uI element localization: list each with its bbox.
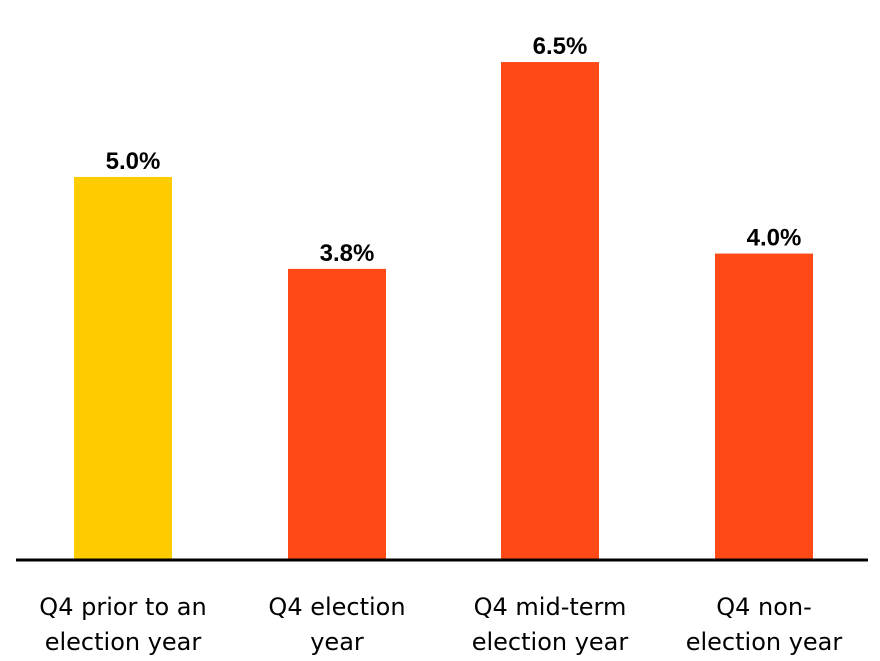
category-label-1-line-0: Q4 election <box>268 593 405 621</box>
value-label-0: 5.0% <box>106 148 161 175</box>
category-label-2-line-0: Q4 mid-term <box>474 593 627 621</box>
value-labels-group: 5.0% 3.8% 6.5% 4.0% <box>106 33 802 267</box>
bars-group <box>74 62 813 561</box>
category-label-3-line-0: Q4 non- <box>716 593 812 621</box>
value-label-3: 4.0% <box>747 225 802 252</box>
bar-0 <box>74 176 172 560</box>
category-label-0-line-0: Q4 prior to an <box>39 593 206 621</box>
category-labels-group: Q4 prior to an election year Q4 election ye… <box>39 593 842 656</box>
category-label-2-line-1: election year <box>472 628 629 656</box>
value-label-1: 3.8% <box>320 240 375 267</box>
category-label-0-line-1: election year <box>45 628 202 656</box>
category-label-1-line-1: year <box>310 628 364 656</box>
value-label-2: 6.5% <box>533 33 588 60</box>
bar-3 <box>715 253 813 561</box>
category-label-3: Q4 non-election year <box>686 593 843 656</box>
category-label-1: Q4 election year <box>268 593 405 656</box>
bar-2 <box>501 62 599 561</box>
category-label-3-line-1: election year <box>686 628 843 656</box>
category-label-0: Q4 prior to an election year <box>39 593 206 656</box>
bar-1 <box>288 268 386 560</box>
category-label-2: Q4 mid-term election year <box>472 593 629 656</box>
